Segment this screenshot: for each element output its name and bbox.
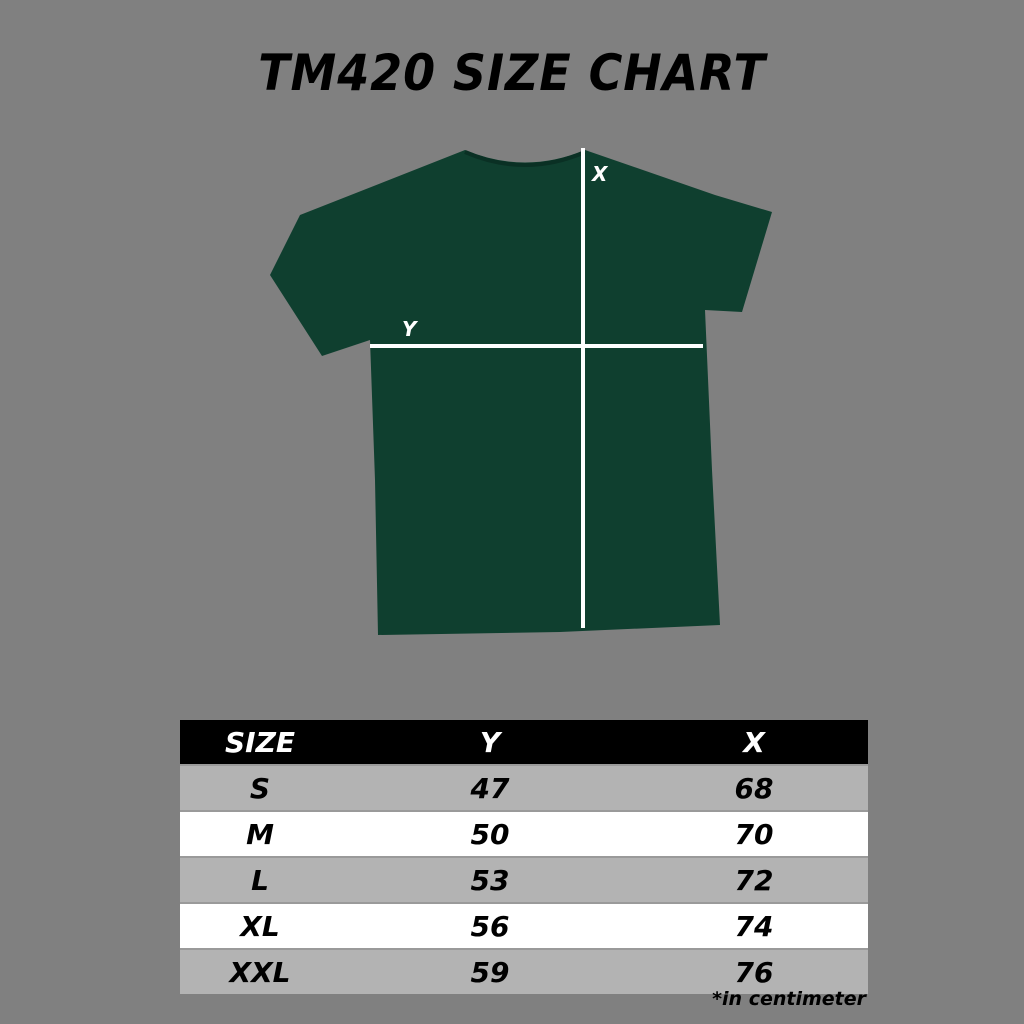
table-row: S 47 68 <box>180 764 868 811</box>
table-header: SIZE Y X <box>180 720 868 765</box>
x-cell: 74 <box>640 902 868 949</box>
header-size: SIZE <box>180 720 340 765</box>
table-row: M 50 70 <box>180 810 868 857</box>
table-row: XXL 59 76 <box>180 948 868 994</box>
x-cell: 76 <box>640 948 868 994</box>
size-cell: S <box>180 764 340 811</box>
header-y: Y <box>340 720 640 765</box>
unit-note: *in centimeter <box>712 988 866 1010</box>
y-cell: 50 <box>340 810 640 857</box>
y-cell: 53 <box>340 856 640 903</box>
y-cell: 59 <box>340 948 640 994</box>
tshirt-illustration: X Y <box>270 148 772 635</box>
tshirt-collar <box>464 150 586 167</box>
size-cell: M <box>180 810 340 857</box>
tshirt-body <box>270 150 772 635</box>
x-cell: 68 <box>640 764 868 811</box>
y-cell: 56 <box>340 902 640 949</box>
x-label: X <box>590 162 609 186</box>
x-cell: 72 <box>640 856 868 903</box>
y-cell: 47 <box>340 764 640 811</box>
size-table: SIZE Y X S 47 68 M 50 70 L 53 72 XL 56 7… <box>180 720 868 994</box>
size-cell: XXL <box>180 948 340 994</box>
header-x: X <box>640 720 868 765</box>
size-cell: L <box>180 856 340 903</box>
x-cell: 70 <box>640 810 868 857</box>
table-row: XL 56 74 <box>180 902 868 949</box>
y-label: Y <box>402 317 419 341</box>
table-row: L 53 72 <box>180 856 868 903</box>
size-cell: XL <box>180 902 340 949</box>
page-title: TM420 SIZE CHART <box>258 44 766 102</box>
